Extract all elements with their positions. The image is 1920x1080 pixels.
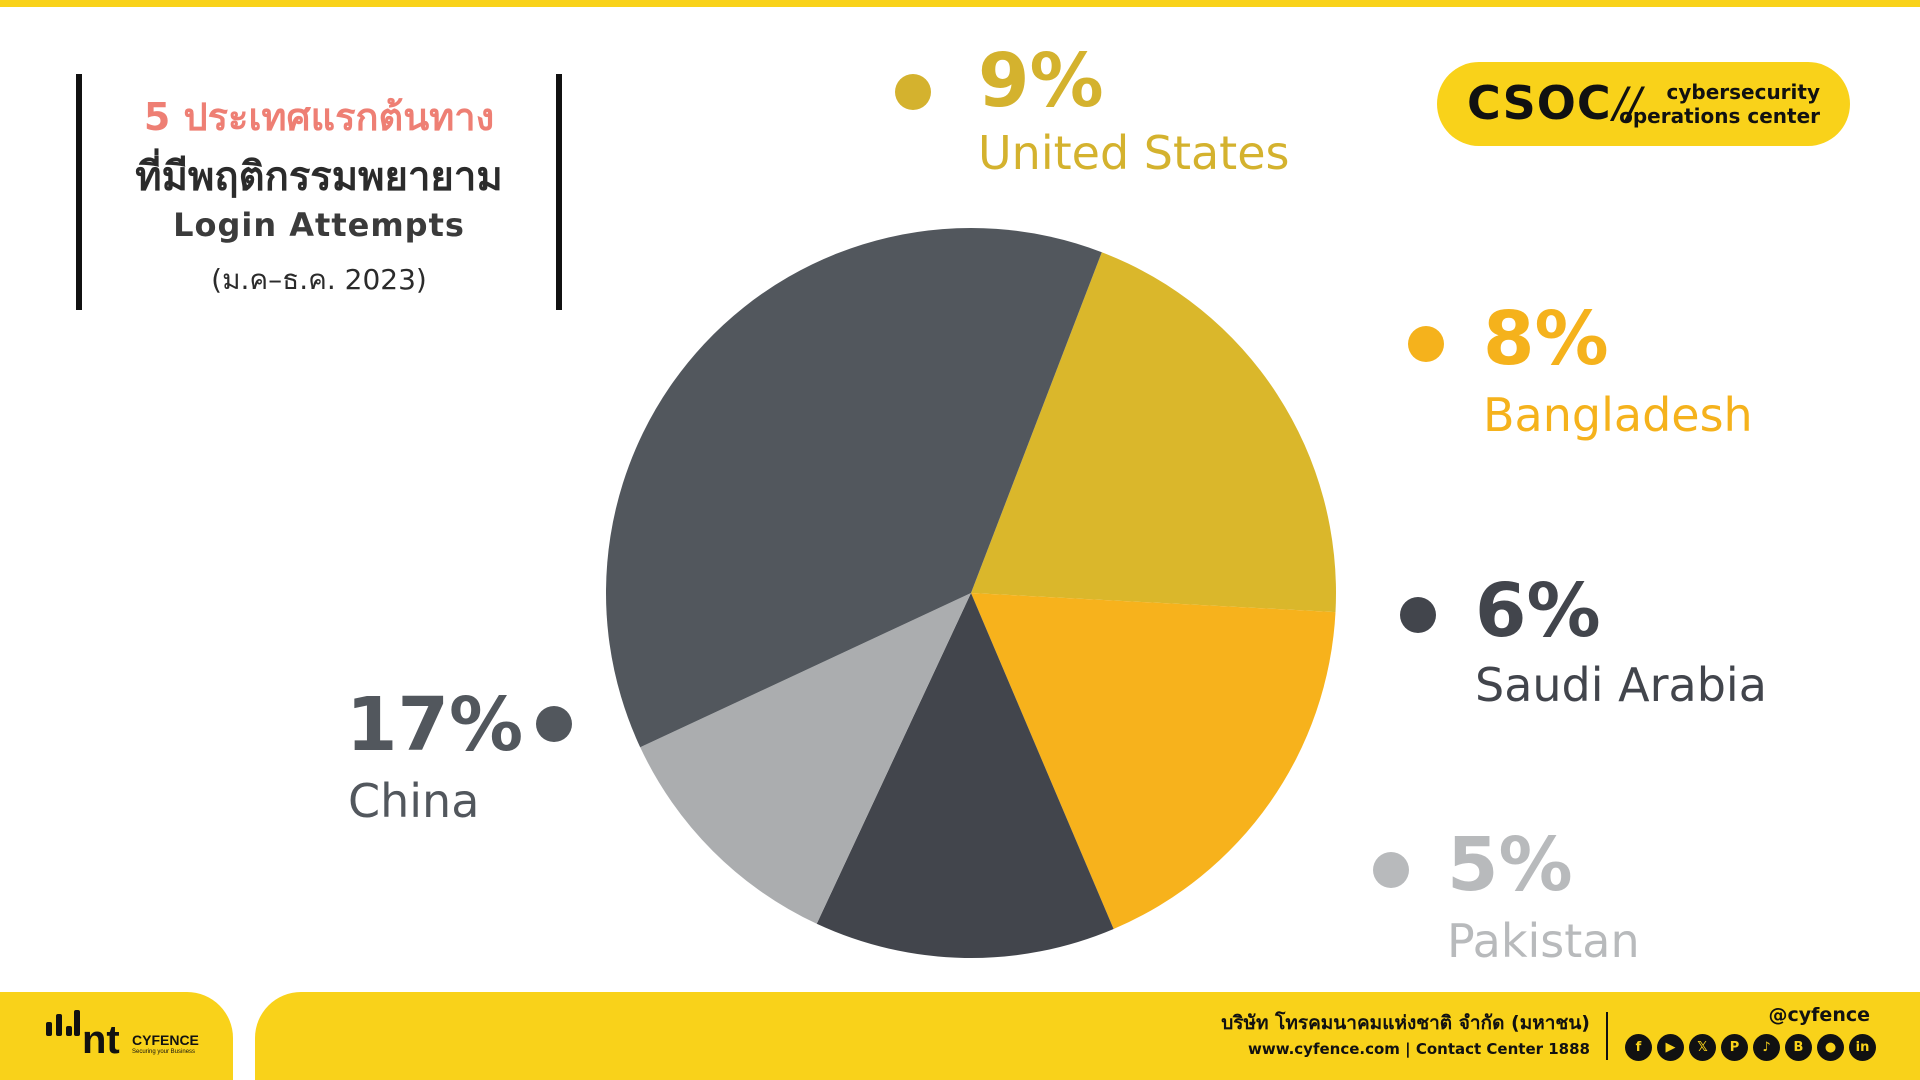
nt-cyfence-logo: nt CYFENCE Securing your Business [44,1004,204,1070]
tiktok-icon[interactable]: ♪ [1753,1034,1780,1061]
csoc-name: CSOC [1467,76,1612,130]
cyfence-brand: CYFENCE [132,1032,199,1048]
youtube-icon[interactable]: ▶ [1657,1034,1684,1061]
company-name: บริษัท โทรคมนาคมแห่งชาติ จำกัด (มหาชน) [1221,1012,1590,1034]
data-label-united-states: 9% [978,38,1104,124]
title-line-2: ที่มีพฤติกรรมพยายาม [135,154,503,200]
website-contact[interactable]: www.cyfence.com | Contact Center 1888 [1247,1040,1590,1058]
footer-divider [1606,1012,1608,1060]
title-block: 5 ประเทศแรกต้นทาง ที่มีพฤติกรรมพยายาม Lo… [76,74,562,310]
category-label-united-states: United States [978,126,1290,180]
data-label-china: 17% [346,682,524,768]
legend-dot-pakistan [1373,852,1409,888]
category-label-china: China [348,774,480,828]
legend-dot-bangladesh [1408,326,1444,362]
title-date-range: (ม.ค–ธ.ค. 2023) [211,263,427,296]
pie-slice-china [605,227,1102,748]
category-label-saudi-arabia: Saudi Arabia [1475,658,1767,712]
title-line-1: 5 ประเทศแรกต้นทาง [143,95,495,139]
social-handle[interactable]: @cyfence [1768,1004,1870,1026]
legend-dot-china [536,706,572,742]
data-label-saudi-arabia: 6% [1475,568,1601,654]
facebook-icon[interactable]: f [1625,1034,1652,1061]
social-icons: f ▶ 𝕏 P ♪ B ● in [1625,1034,1876,1061]
x-icon[interactable]: 𝕏 [1689,1034,1716,1061]
nt-logo-text: nt [82,1018,120,1062]
csoc-subtitle-2: operations center [1619,104,1820,128]
linkedin-icon[interactable]: in [1849,1034,1876,1061]
pie-slice-united-states [971,252,1337,613]
footer-bar: บริษัท โทรคมนาคมแห่งชาติ จำกัด (มหาชน) w… [255,992,1920,1080]
cyfence-tagline: Securing your Business [132,1049,196,1055]
legend-dot-united-states [895,74,931,110]
pie-slice-pakistan [640,593,971,924]
category-label-bangladesh: Bangladesh [1483,388,1753,442]
pie-chart [605,227,1337,958]
top-accent-bar [0,0,1920,7]
data-label-bangladesh: 8% [1483,296,1609,382]
category-label-pakistan: Pakistan [1447,914,1640,968]
csoc-badge: CSOC // cybersecurity operations center [1437,62,1850,146]
pie-slice-saudi-arabia [816,593,1114,958]
legend-dot-saudi-arabia [1400,597,1436,633]
medium-icon[interactable]: ● [1817,1034,1844,1061]
footer-logo-panel: nt CYFENCE Securing your Business [0,992,233,1080]
data-label-pakistan: 5% [1447,822,1573,908]
pinterest-icon[interactable]: P [1721,1034,1748,1061]
csoc-slash: // [1613,78,1642,127]
title-line-3: Login Attempts [173,206,465,244]
csoc-subtitle-1: cybersecurity [1666,80,1820,104]
blockdit-icon[interactable]: B [1785,1034,1812,1061]
pie-slice-bangladesh [971,593,1336,929]
